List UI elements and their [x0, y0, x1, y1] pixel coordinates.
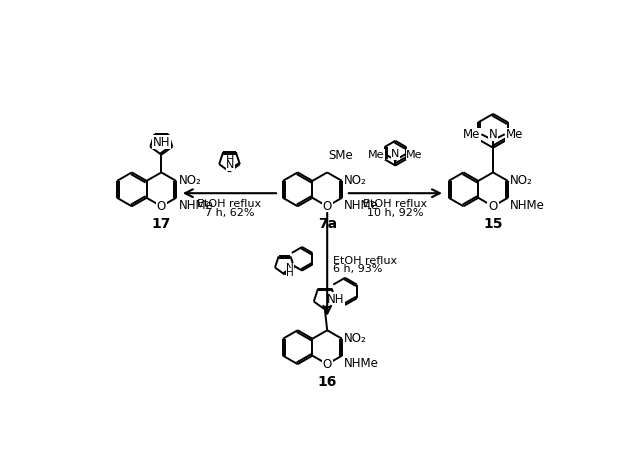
- Text: N: N: [286, 263, 294, 273]
- Text: NHMe: NHMe: [344, 199, 379, 212]
- Text: 7 h, 62%: 7 h, 62%: [205, 208, 255, 218]
- Text: NO₂: NO₂: [344, 332, 367, 345]
- Text: 7a: 7a: [318, 217, 337, 231]
- Text: O: O: [488, 200, 498, 213]
- Text: NH: NH: [152, 136, 170, 148]
- Text: N: N: [391, 149, 399, 159]
- Text: NHMe: NHMe: [344, 357, 379, 370]
- Text: Me: Me: [463, 128, 481, 141]
- Text: NHMe: NHMe: [510, 199, 545, 212]
- Text: 10 h, 92%: 10 h, 92%: [367, 208, 424, 218]
- Text: EtOH reflux: EtOH reflux: [198, 199, 261, 209]
- Text: 17: 17: [152, 217, 171, 231]
- Text: O: O: [322, 358, 332, 371]
- Text: O: O: [157, 200, 166, 213]
- Text: NHMe: NHMe: [179, 199, 213, 212]
- Text: Me: Me: [406, 150, 423, 160]
- Text: Me: Me: [368, 150, 384, 160]
- Text: O: O: [322, 200, 332, 213]
- Text: NO₂: NO₂: [344, 174, 367, 187]
- Text: NH: NH: [327, 293, 345, 306]
- Text: NO₂: NO₂: [179, 174, 201, 187]
- Text: 6 h, 93%: 6 h, 93%: [334, 264, 382, 274]
- Text: EtOH reflux: EtOH reflux: [363, 199, 428, 209]
- Text: N: N: [226, 160, 234, 170]
- Text: SMe: SMe: [328, 149, 353, 162]
- Text: H: H: [286, 268, 294, 278]
- Text: 16: 16: [317, 375, 337, 389]
- Text: EtOH reflux: EtOH reflux: [334, 256, 398, 266]
- Text: H: H: [226, 156, 234, 166]
- Text: Me: Me: [505, 128, 523, 141]
- Text: N: N: [488, 128, 497, 141]
- Text: NO₂: NO₂: [510, 174, 533, 187]
- Text: 15: 15: [483, 217, 503, 231]
